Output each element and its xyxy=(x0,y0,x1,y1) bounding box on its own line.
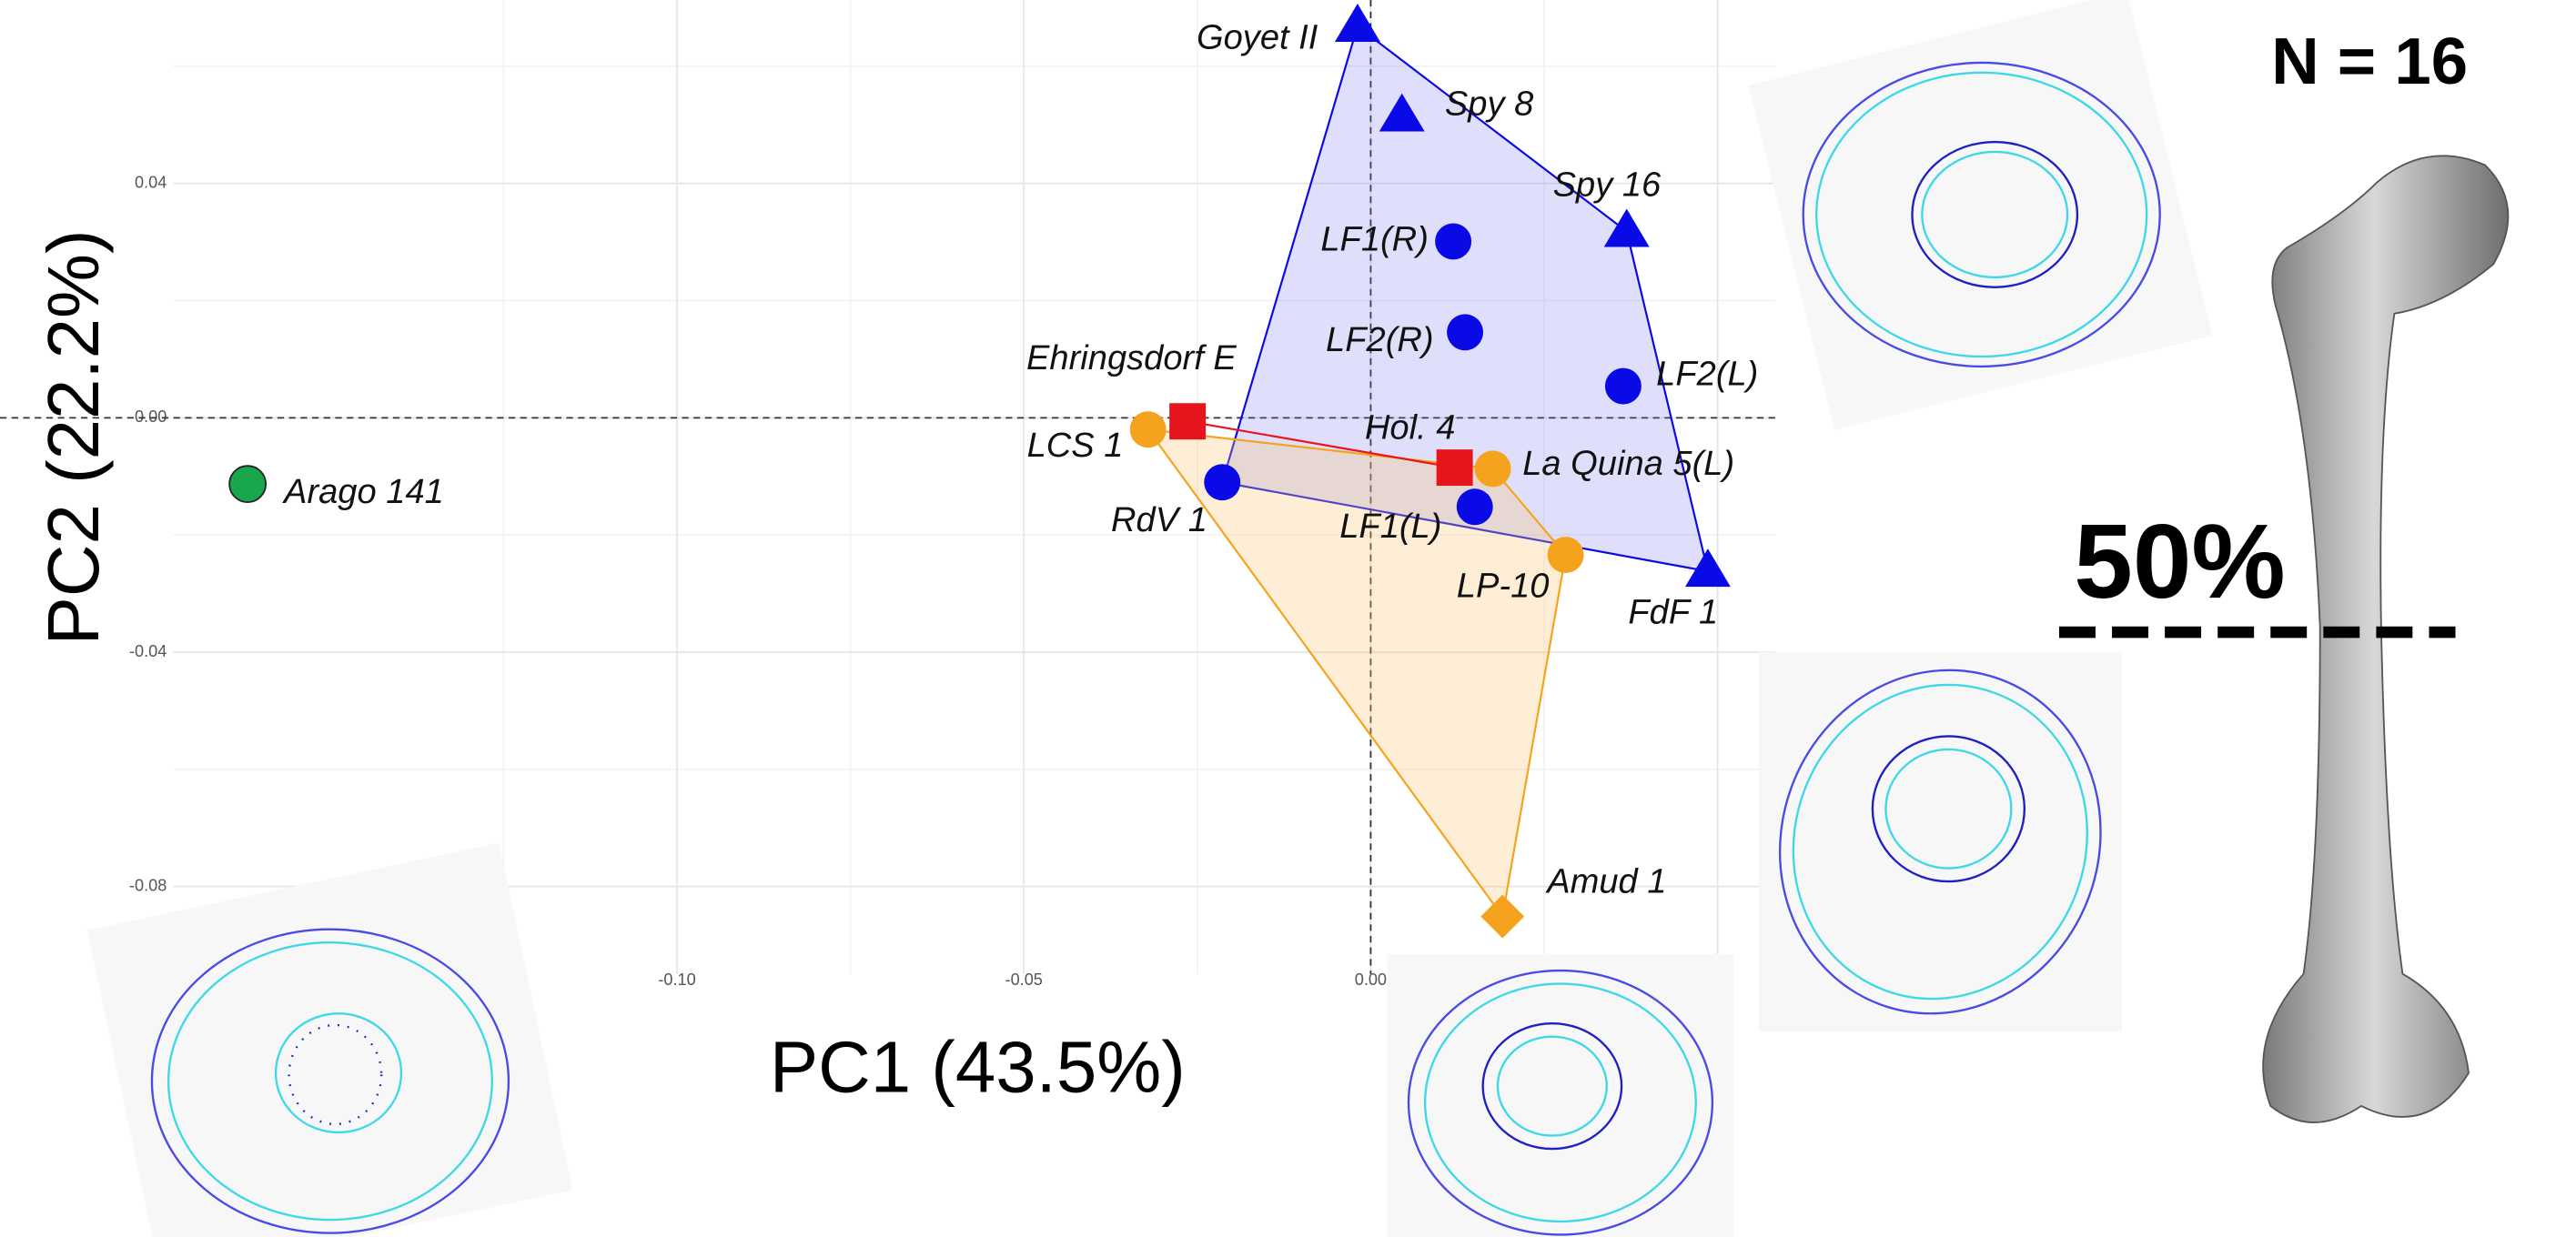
outer-outline xyxy=(1802,61,2161,368)
point-label: Ehringsdorf E xyxy=(1026,339,1237,377)
point-label: Hol. 4 xyxy=(1365,408,1456,447)
point-marker xyxy=(1480,894,1525,939)
point-marker xyxy=(1547,537,1584,574)
point-label: LF1(L) xyxy=(1339,508,1441,546)
point-marker xyxy=(1684,548,1731,588)
outer-outline-ref xyxy=(1423,982,1697,1223)
section-inset xyxy=(1748,0,2213,430)
point-label: La Quina 5(L) xyxy=(1522,445,1734,483)
inner-outline-ref xyxy=(274,1012,403,1134)
point-marker xyxy=(1334,4,1380,42)
point-label: LF2(L) xyxy=(1656,356,1758,394)
section-level-label: 50% xyxy=(2074,502,2285,620)
inner-outline-ref xyxy=(1921,150,2069,279)
y-tick-label: -0.04 xyxy=(129,642,167,660)
y-tick-label: 0.04 xyxy=(135,173,167,191)
point-marker xyxy=(1436,449,1473,487)
point-marker xyxy=(1169,403,1207,440)
point-marker xyxy=(1129,411,1167,448)
outer-outline-ref xyxy=(1815,71,2148,358)
inner-outline-ref xyxy=(1884,748,2013,870)
section-inset xyxy=(1387,953,1734,1237)
point-label: Spy 8 xyxy=(1445,85,1533,124)
point-label: FdF 1 xyxy=(1628,593,1718,631)
point-label: Spy 16 xyxy=(1553,166,1662,205)
y-tick-label: -0.08 xyxy=(129,877,167,895)
x-tick-label: 0.00 xyxy=(1355,970,1387,989)
outer-outline xyxy=(1407,969,1714,1236)
point-label: LF2(R) xyxy=(1326,321,1434,359)
inner-outline xyxy=(1911,140,2079,288)
point-label: Goyet II xyxy=(1197,19,1318,57)
point-marker xyxy=(1456,488,1493,526)
group-line xyxy=(1187,420,1455,469)
point-marker xyxy=(1447,314,1484,351)
point-marker xyxy=(1379,93,1425,132)
y-axis-title: PC2 (22.2%) xyxy=(33,229,114,645)
femur-image xyxy=(2262,155,2510,1123)
inset-bg xyxy=(1758,651,2122,1032)
inset-bg xyxy=(1387,953,1734,1237)
point-marker xyxy=(1604,367,1642,405)
outer-outline-ref xyxy=(167,941,493,1222)
point-label: LCS 1 xyxy=(1027,427,1124,465)
y-tick-label: 0.00 xyxy=(135,407,167,426)
group-hull xyxy=(1146,427,1567,920)
inset-bg xyxy=(86,842,573,1237)
sample-size: N = 16 xyxy=(2271,25,2468,98)
inner-outline xyxy=(1481,1021,1623,1151)
x-axis-title: PC1 (43.5%) xyxy=(770,1027,1186,1108)
outer-outline-ref xyxy=(1792,683,2088,1001)
x-tick-label: -0.05 xyxy=(1005,970,1043,989)
point-marker xyxy=(1435,223,1472,260)
inner-outline xyxy=(1871,735,2026,883)
section-inset xyxy=(86,842,573,1237)
section-inset xyxy=(1758,651,2122,1032)
point-label: LP-10 xyxy=(1457,567,1550,605)
point-marker xyxy=(1603,208,1650,247)
point-marker xyxy=(1474,450,1511,488)
point-label: Amud 1 xyxy=(1545,862,1666,900)
point-marker xyxy=(1204,464,1241,501)
x-tick-label: -0.10 xyxy=(658,970,695,989)
point-marker xyxy=(228,465,267,504)
inner-outline-ref xyxy=(1496,1035,1608,1137)
point-label: LF1(R) xyxy=(1320,220,1429,258)
point-label: Arago 141 xyxy=(282,473,444,511)
plot-area: -0.10-0.050.000.05-0.08-0.040.000.04Goye… xyxy=(0,0,1775,989)
point-label: RdV 1 xyxy=(1111,501,1207,539)
outer-outline xyxy=(1778,669,2102,1015)
outer-outline xyxy=(150,928,510,1234)
